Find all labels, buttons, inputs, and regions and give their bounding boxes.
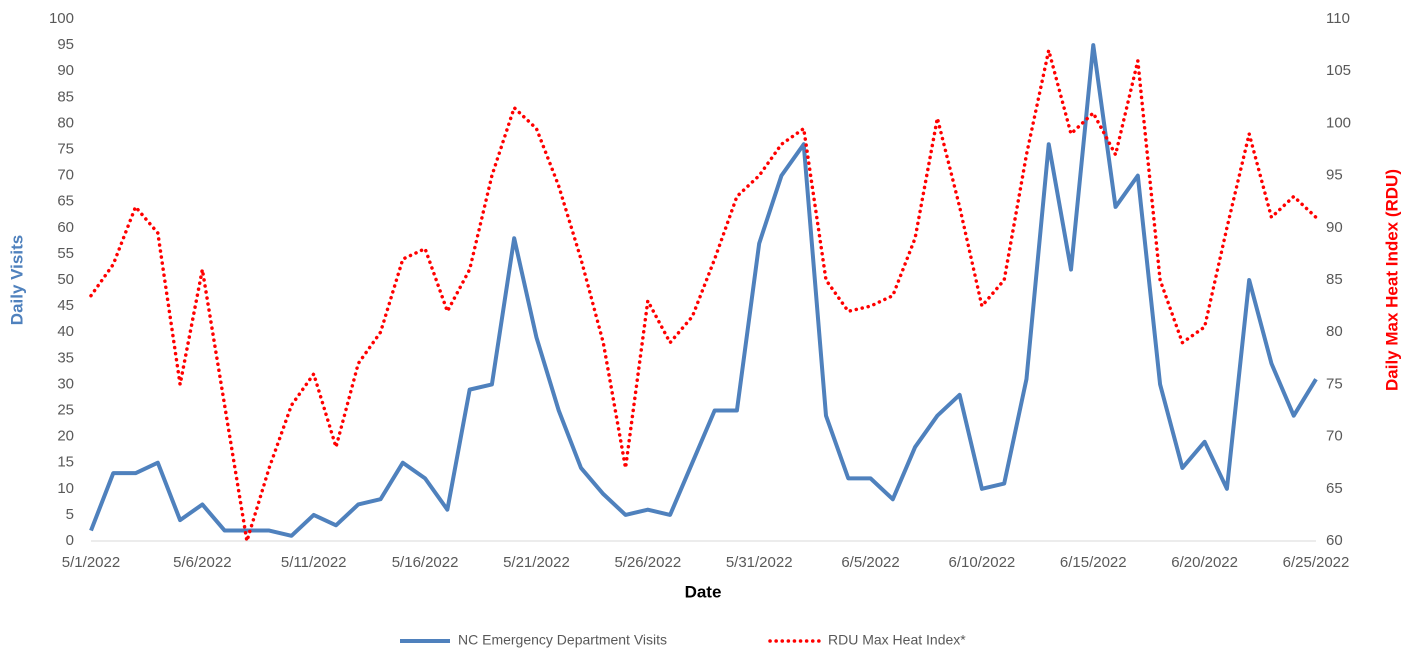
y-tick-label: 50: [57, 271, 74, 288]
y2-tick-label: 70: [1326, 428, 1343, 445]
x-tick-label: 5/11/2022: [281, 554, 347, 571]
y-tick-label: 15: [57, 454, 74, 471]
x-axis-title: Date: [685, 582, 722, 601]
y-tick-label: 40: [57, 323, 74, 340]
y2-tick-label: 90: [1326, 219, 1343, 236]
y2-tick-label: 75: [1326, 375, 1343, 392]
y-tick-label: 20: [57, 428, 74, 445]
y-tick-label: 90: [57, 62, 74, 79]
y-tick-label: 30: [57, 375, 74, 392]
y-tick-label: 55: [57, 245, 74, 262]
x-tick-label: 6/20/2022: [1171, 554, 1238, 571]
y-tick-label: 35: [57, 349, 74, 366]
x-tick-label: 6/10/2022: [949, 554, 1016, 571]
x-tick-label: 6/25/2022: [1283, 554, 1350, 571]
y-tick-label: 65: [57, 193, 74, 210]
y2-tick-label: 95: [1326, 167, 1343, 184]
y2-tick-label: 60: [1326, 532, 1343, 549]
y-tick-label: 10: [57, 480, 74, 497]
legend-label: NC Emergency Department Visits: [458, 632, 667, 648]
x-tick-label: 5/16/2022: [392, 554, 459, 571]
y-tick-label: 75: [57, 140, 74, 157]
y2-tick-label: 80: [1326, 323, 1343, 340]
x-tick-label: 5/6/2022: [173, 554, 231, 571]
series-line: [89, 43, 1318, 538]
y2-tick-label: 65: [1326, 480, 1343, 497]
y-tick-label: 5: [66, 506, 74, 523]
y-tick-label: 85: [57, 88, 74, 105]
y2-tick-label: 110: [1326, 10, 1350, 27]
legend-label: RDU Max Heat Index*: [828, 632, 966, 648]
x-tick-label: 5/31/2022: [726, 554, 793, 571]
x-tick-label: 5/1/2022: [62, 554, 120, 571]
y-tick-label: 80: [57, 114, 74, 131]
series-line: [89, 48, 1318, 543]
x-tick-label: 6/5/2022: [841, 554, 899, 571]
x-tick-label: 5/21/2022: [503, 554, 570, 571]
y-tick-label: 60: [57, 219, 74, 236]
y-tick-label: 0: [66, 532, 74, 549]
x-tick-label: 5/26/2022: [614, 554, 681, 571]
y2-tick-label: 85: [1326, 271, 1343, 288]
y-tick-label: 100: [49, 10, 74, 27]
y-tick-label: 45: [57, 297, 74, 314]
x-tick-label: 6/15/2022: [1060, 554, 1127, 571]
y-axis-title: Daily Visits: [7, 235, 26, 325]
y-tick-label: 70: [57, 167, 74, 184]
y2-tick-label: 105: [1326, 62, 1351, 79]
y-tick-label: 95: [57, 36, 74, 53]
y2-axis-title: Daily Max Heat Index (RDU): [1382, 169, 1401, 391]
y-tick-label: 25: [57, 401, 74, 418]
y2-tick-label: 100: [1326, 114, 1351, 131]
